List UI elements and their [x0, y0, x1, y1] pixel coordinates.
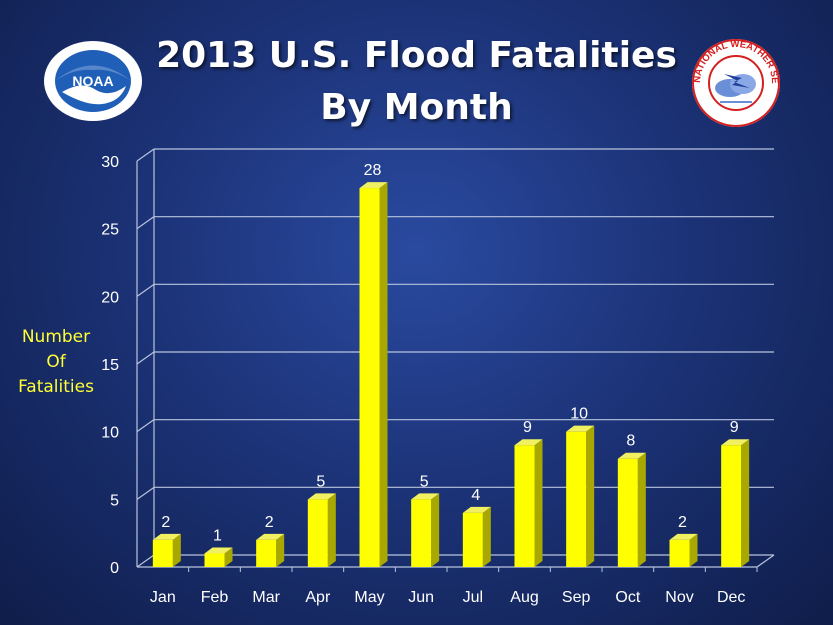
y-tick-label: 30 — [101, 154, 119, 171]
y-axis-label-line-3: Fatalities — [18, 377, 94, 397]
bar-side — [379, 182, 388, 568]
chart-title-line-1: 2013 U.S. Flood Fatalities — [156, 35, 677, 76]
bar — [256, 539, 277, 567]
data-label: 2 — [265, 514, 274, 531]
y-axis-label-line-2: Of — [46, 352, 66, 372]
data-label: 28 — [364, 162, 382, 179]
y-tick-label: 15 — [101, 357, 119, 374]
x-tick-label: Jun — [408, 589, 434, 606]
bar — [721, 445, 742, 567]
x-tick-label: Apr — [305, 589, 331, 606]
bar — [204, 553, 225, 567]
data-label: 5 — [420, 473, 429, 490]
noaa-logo-text: NOAA — [72, 73, 113, 89]
bar-top — [566, 425, 595, 432]
gridline-diagonal — [136, 148, 155, 162]
bar-side — [741, 439, 750, 567]
x-axis-end — [756, 554, 775, 568]
x-tick-label: Jan — [150, 589, 176, 606]
bar-side — [431, 493, 440, 567]
bar-top — [359, 182, 388, 189]
y-tick-label: 10 — [101, 425, 119, 442]
x-tick-label: Feb — [201, 589, 229, 606]
chart-title-line-2: By Month — [320, 87, 513, 128]
data-label: 2 — [161, 514, 170, 531]
bar-side — [224, 547, 233, 567]
chart-title: 2013 U.S. Flood Fatalities By Month — [0, 30, 833, 134]
nws-logo: NATIONAL WEATHER SERVICE — [690, 38, 780, 127]
y-axis-label: Number Of Fatalities — [6, 325, 106, 400]
bar-side — [482, 506, 491, 567]
noaa-logo: NOAA — [44, 41, 142, 121]
bar-top — [721, 439, 750, 446]
data-label: 5 — [316, 473, 325, 490]
bar-top — [411, 493, 440, 500]
y-tick-label: 5 — [110, 492, 119, 509]
bar — [411, 499, 432, 567]
y-tick-label: 0 — [110, 560, 119, 577]
x-tick-label: Sep — [562, 589, 591, 606]
bar-side — [534, 439, 543, 567]
bar-top — [152, 533, 181, 540]
data-label: 9 — [523, 419, 532, 436]
bar-top — [462, 506, 491, 513]
bar — [514, 445, 535, 567]
y-tick-label: 20 — [101, 289, 119, 306]
bar-side — [586, 425, 595, 567]
y-axis-label-line-1: Number — [21, 327, 91, 347]
bar-side — [276, 533, 285, 567]
x-tick-label: Jul — [463, 589, 483, 606]
gridline-diagonal — [136, 419, 155, 433]
data-label: 9 — [730, 419, 739, 436]
bar — [462, 512, 483, 567]
bar — [566, 431, 587, 567]
bar-top — [307, 493, 336, 500]
x-tick-label: Mar — [252, 589, 280, 606]
x-tick-label: Dec — [717, 589, 745, 606]
gridline-diagonal — [136, 554, 155, 568]
data-label: 1 — [213, 527, 222, 544]
data-label: 2 — [678, 514, 687, 531]
bar-side — [327, 493, 336, 567]
bar-top — [514, 439, 543, 446]
data-label: 4 — [471, 487, 480, 504]
bar — [669, 539, 690, 567]
gridline-diagonal — [136, 283, 155, 297]
x-tick-label: Aug — [510, 589, 538, 606]
data-label: 8 — [626, 433, 635, 450]
bar-top — [669, 533, 698, 540]
bar-top — [204, 547, 233, 554]
gridline-diagonal — [136, 351, 155, 365]
bar — [307, 499, 328, 567]
bar-side — [172, 533, 181, 567]
bar-top — [256, 533, 285, 540]
x-tick-label: Nov — [665, 589, 693, 606]
x-tick-label: May — [354, 589, 384, 606]
bar — [359, 188, 380, 568]
bar-side — [689, 533, 698, 567]
gridline-diagonal — [136, 486, 155, 500]
bar — [617, 458, 638, 567]
bar-top — [617, 452, 646, 459]
x-tick-label: Oct — [615, 589, 640, 606]
gridline-diagonal — [136, 216, 155, 230]
data-label: 10 — [570, 406, 588, 423]
bar-side — [637, 452, 646, 567]
bar — [152, 539, 173, 567]
y-tick-label: 25 — [101, 222, 119, 239]
